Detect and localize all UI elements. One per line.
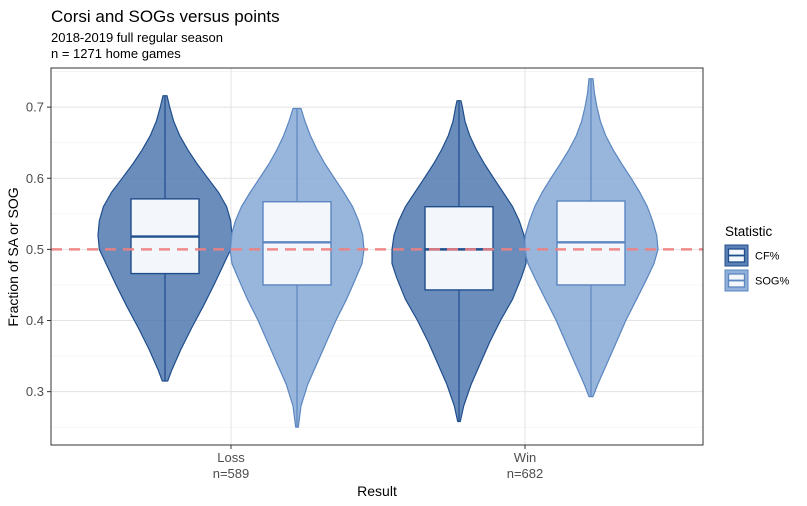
y-tick-label: 0.4 [26, 313, 44, 328]
x-axis-title: Result [357, 483, 397, 499]
y-axis-ticks: 0.3 0.4 0.5 0.6 0.7 [26, 100, 51, 399]
y-tick-label: 0.5 [26, 242, 44, 257]
x-tick-label: Loss [217, 450, 245, 465]
plot-panel-border [50, 67, 704, 446]
chart-title: Corsi and SOGs versus points [51, 7, 280, 26]
chart-subtitle-line-1: 2018-2019 full regular season [51, 30, 223, 45]
legend-label: SOG% [755, 276, 789, 288]
legend-title: Statistic [725, 224, 773, 239]
y-tick-label: 0.3 [26, 384, 44, 399]
y-tick-label: 0.6 [26, 171, 44, 186]
x-tick-count-label: n=589 [213, 466, 250, 481]
x-tick-count-label: n=682 [507, 466, 544, 481]
y-tick-label: 0.7 [26, 100, 44, 115]
legend: Statistic CF% SOG% [724, 224, 789, 292]
y-axis-title: Fraction of SA or SOG [5, 187, 21, 326]
x-tick-label: Win [514, 450, 536, 465]
violin-layer [97, 78, 659, 428]
chart-subtitle-line-2: n = 1271 home games [51, 46, 181, 61]
legend-label: CF% [755, 251, 780, 263]
